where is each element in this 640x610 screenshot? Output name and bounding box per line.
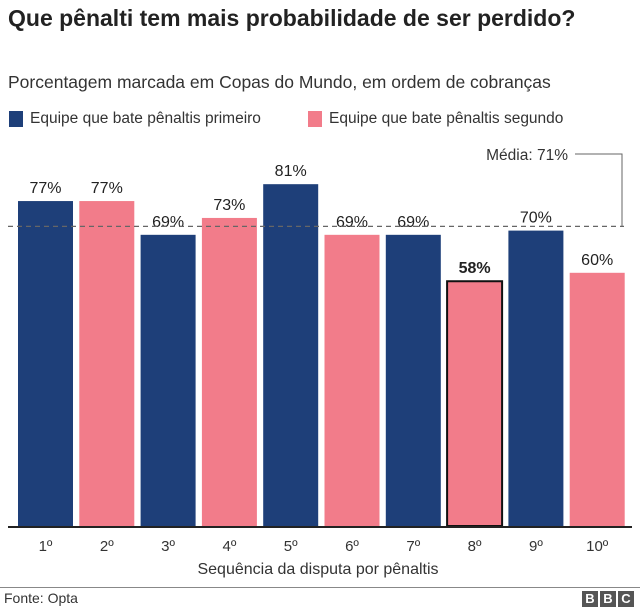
bar-8	[446, 280, 504, 527]
bar-chart: 77% 1º 77% 2º 69% 3º 73% 4º 81% 5º 69% 6º 69% 7º 58% 8º…	[8, 147, 632, 578]
x-axis-title: Sequência da disputa por pênaltis	[197, 561, 438, 578]
bar-2	[79, 201, 135, 526]
chart-subtitle: Porcentagem marcada em Copas do Mundo, e…	[8, 72, 551, 92]
x-tick-label: 2º	[100, 538, 114, 555]
data-label-2: 77%	[91, 180, 123, 197]
data-label-3: 69%	[152, 214, 184, 231]
x-tick-label: 8º	[468, 538, 482, 555]
x-tick-label: 7º	[406, 538, 420, 555]
bar-7	[385, 234, 441, 526]
data-label-10: 60%	[581, 252, 613, 269]
data-label-6: 69%	[336, 214, 368, 231]
data-label-4: 73%	[213, 197, 245, 214]
data-label-1: 77%	[29, 180, 61, 197]
x-tick-label: 3º	[161, 538, 175, 555]
legend-item-second: Equipe que bate pênaltis segundo	[308, 110, 563, 128]
average-leader-line	[575, 153, 623, 227]
bar-9	[508, 230, 564, 526]
x-tick-label: 1º	[39, 538, 53, 555]
x-tick-label: 6º	[345, 538, 359, 555]
data-label-5: 81%	[275, 163, 307, 180]
legend-item-first: Equipe que bate pênaltis primeiro	[9, 110, 261, 128]
bar-6	[324, 234, 380, 526]
x-tick-label: 9º	[529, 538, 543, 555]
bar-3	[140, 234, 196, 526]
data-label-7: 69%	[397, 214, 429, 231]
bar-4	[201, 217, 257, 526]
chart-title: Que pênalti tem mais probabilidade de se…	[8, 5, 576, 31]
data-label-8: 58%	[459, 260, 491, 277]
legend-swatch-second	[308, 111, 322, 127]
bar-1	[18, 201, 73, 526]
x-tick-label: 5º	[284, 538, 298, 555]
data-label-9: 70%	[520, 210, 552, 227]
legend-label: Equipe que bate pênaltis segundo	[329, 110, 564, 127]
bar-5	[263, 184, 319, 526]
x-tick-label: 10º	[586, 538, 609, 555]
source-note: Fonte: Opta	[4, 590, 78, 606]
x-tick-label: 4º	[222, 538, 236, 555]
bar-10	[569, 272, 625, 526]
footer-divider	[0, 587, 640, 588]
legend-swatch-first	[9, 111, 23, 127]
legend-label: Equipe que bate pênaltis primeiro	[30, 110, 261, 127]
average-label: Média: 71%	[486, 147, 568, 164]
